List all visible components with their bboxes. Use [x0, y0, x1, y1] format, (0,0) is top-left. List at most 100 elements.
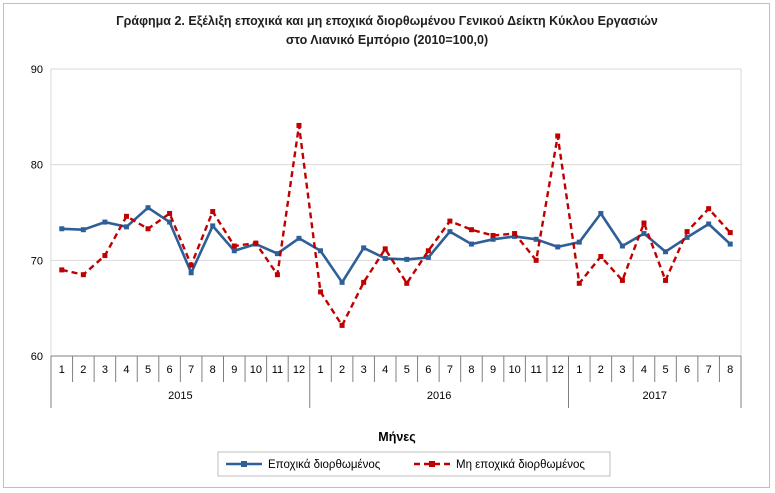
series-point-nsa-30 — [706, 206, 712, 212]
series-point-nsa-27 — [641, 220, 647, 226]
x-tick-label-9: 10 — [250, 364, 262, 376]
x-tick-label-26: 3 — [619, 364, 625, 376]
series-point-sa-11 — [296, 235, 302, 241]
series-point-nsa-20 — [490, 232, 496, 238]
x-tick-label-5: 6 — [167, 364, 173, 376]
series-point-nsa-28 — [663, 277, 669, 283]
year-label-2016: 2016 — [427, 390, 451, 402]
y-tick-label-80: 80 — [31, 160, 43, 172]
series-point-sa-17 — [425, 254, 431, 260]
series-point-sa-21 — [512, 233, 518, 239]
x-tick-label-6: 7 — [188, 364, 194, 376]
x-tick-label-3: 4 — [123, 364, 129, 376]
series-point-nsa-22 — [533, 257, 539, 263]
series-point-sa-1 — [80, 227, 86, 233]
series-point-nsa-4 — [145, 226, 151, 232]
year-label-2015: 2015 — [168, 390, 192, 402]
series-point-nsa-26 — [619, 277, 625, 283]
series-point-nsa-29 — [684, 229, 690, 235]
x-tick-label-8: 9 — [231, 364, 237, 376]
series-point-sa-27 — [641, 231, 647, 237]
series-point-sa-5 — [167, 219, 173, 225]
series-point-nsa-15 — [382, 246, 388, 252]
series-point-sa-8 — [231, 248, 237, 254]
series-point-nsa-11 — [296, 122, 302, 128]
chart-frame: Γράφημα 2. Εξέλιξη εποχικά και μη εποχικ… — [3, 3, 770, 488]
y-tick-label-70: 70 — [31, 255, 43, 267]
series-point-nsa-18 — [447, 218, 453, 224]
x-tick-label-11: 12 — [293, 364, 305, 376]
series-point-sa-18 — [447, 229, 453, 235]
series-point-nsa-8 — [231, 243, 237, 249]
series-point-sa-6 — [188, 270, 194, 276]
series-point-sa-3 — [123, 224, 129, 230]
series-point-sa-19 — [468, 241, 474, 247]
legend: Εποχικά διορθωμένος Μη εποχικά διορθωμέν… — [217, 451, 611, 477]
series-point-nsa-17 — [425, 248, 431, 254]
x-tick-label-24: 1 — [576, 364, 582, 376]
series-point-sa-13 — [339, 279, 345, 285]
chart-title: Γράφημα 2. Εξέλιξη εποχικά και μη εποχικ… — [116, 14, 658, 28]
chart-svg: Γράφημα 2. Εξέλιξη εποχικά και μη εποχικ… — [31, 14, 742, 477]
year-label-2017: 2017 — [643, 390, 667, 402]
series-point-sa-14 — [361, 245, 367, 251]
series-point-sa-22 — [533, 236, 539, 242]
x-tick-label-14: 3 — [361, 364, 367, 376]
x-tick-label-21: 10 — [508, 364, 520, 376]
series-point-nsa-3 — [123, 213, 129, 219]
series-point-sa-26 — [619, 243, 625, 249]
series-point-nsa-0 — [59, 267, 65, 273]
series-point-sa-25 — [598, 210, 604, 216]
x-tick-label-19: 8 — [468, 364, 474, 376]
series-point-nsa-21 — [512, 231, 518, 237]
series-point-nsa-1 — [80, 272, 86, 278]
x-tick-label-31: 8 — [727, 364, 733, 376]
series-point-nsa-14 — [361, 279, 367, 285]
series-point-nsa-31 — [727, 230, 733, 236]
x-tick-label-29: 6 — [684, 364, 690, 376]
series-point-sa-16 — [404, 256, 410, 262]
series-point-nsa-19 — [468, 227, 474, 233]
series-point-sa-0 — [59, 226, 65, 232]
x-tick-label-18: 7 — [447, 364, 453, 376]
legend-marker-nsa — [429, 461, 435, 467]
x-tick-label-16: 5 — [404, 364, 410, 376]
x-tick-label-23: 12 — [552, 364, 564, 376]
series-point-nsa-7 — [210, 209, 216, 215]
series-point-nsa-10 — [274, 272, 280, 278]
chart-subtitle: στο Λιανικό Εμπόριο (2010=100,0) — [286, 33, 488, 47]
legend-label-nsa: Μη εποχικά διορθωμένος — [456, 459, 585, 471]
series-point-nsa-2 — [102, 253, 108, 259]
series-line-sa — [61, 206, 732, 284]
legend-label-sa: Εποχικά διορθωμένος — [268, 459, 381, 471]
x-tick-label-15: 4 — [382, 364, 388, 376]
x-tick-label-1: 2 — [80, 364, 86, 376]
series-point-sa-2 — [102, 219, 108, 225]
x-tick-label-17: 6 — [425, 364, 431, 376]
series-layer — [59, 122, 733, 328]
x-tick-label-10: 11 — [272, 364, 283, 376]
series-point-nsa-23 — [555, 133, 561, 139]
x-tick-label-22: 11 — [530, 364, 541, 376]
series-point-nsa-16 — [404, 280, 410, 286]
series-line-nsa — [61, 124, 732, 327]
series-point-nsa-9 — [253, 240, 259, 246]
grid-layer — [50, 68, 742, 356]
y-tick-label-60: 60 — [31, 351, 43, 363]
x-tick-label-27: 4 — [641, 364, 647, 376]
x-tick-label-4: 5 — [145, 364, 151, 376]
series-point-nsa-12 — [318, 289, 324, 295]
series-point-sa-28 — [663, 249, 669, 255]
series-point-nsa-13 — [339, 322, 345, 328]
series-point-sa-20 — [490, 236, 496, 242]
y-tick-label-90: 90 — [31, 64, 43, 76]
x-tick-label-12: 1 — [317, 364, 323, 376]
x-tick-label-7: 8 — [210, 364, 216, 376]
x-tick-label-25: 2 — [598, 364, 604, 376]
series-point-sa-10 — [274, 251, 280, 257]
series-point-sa-7 — [210, 223, 216, 229]
legend-marker-sa — [241, 461, 247, 467]
series-point-sa-29 — [684, 234, 690, 240]
series-point-nsa-24 — [576, 280, 582, 286]
